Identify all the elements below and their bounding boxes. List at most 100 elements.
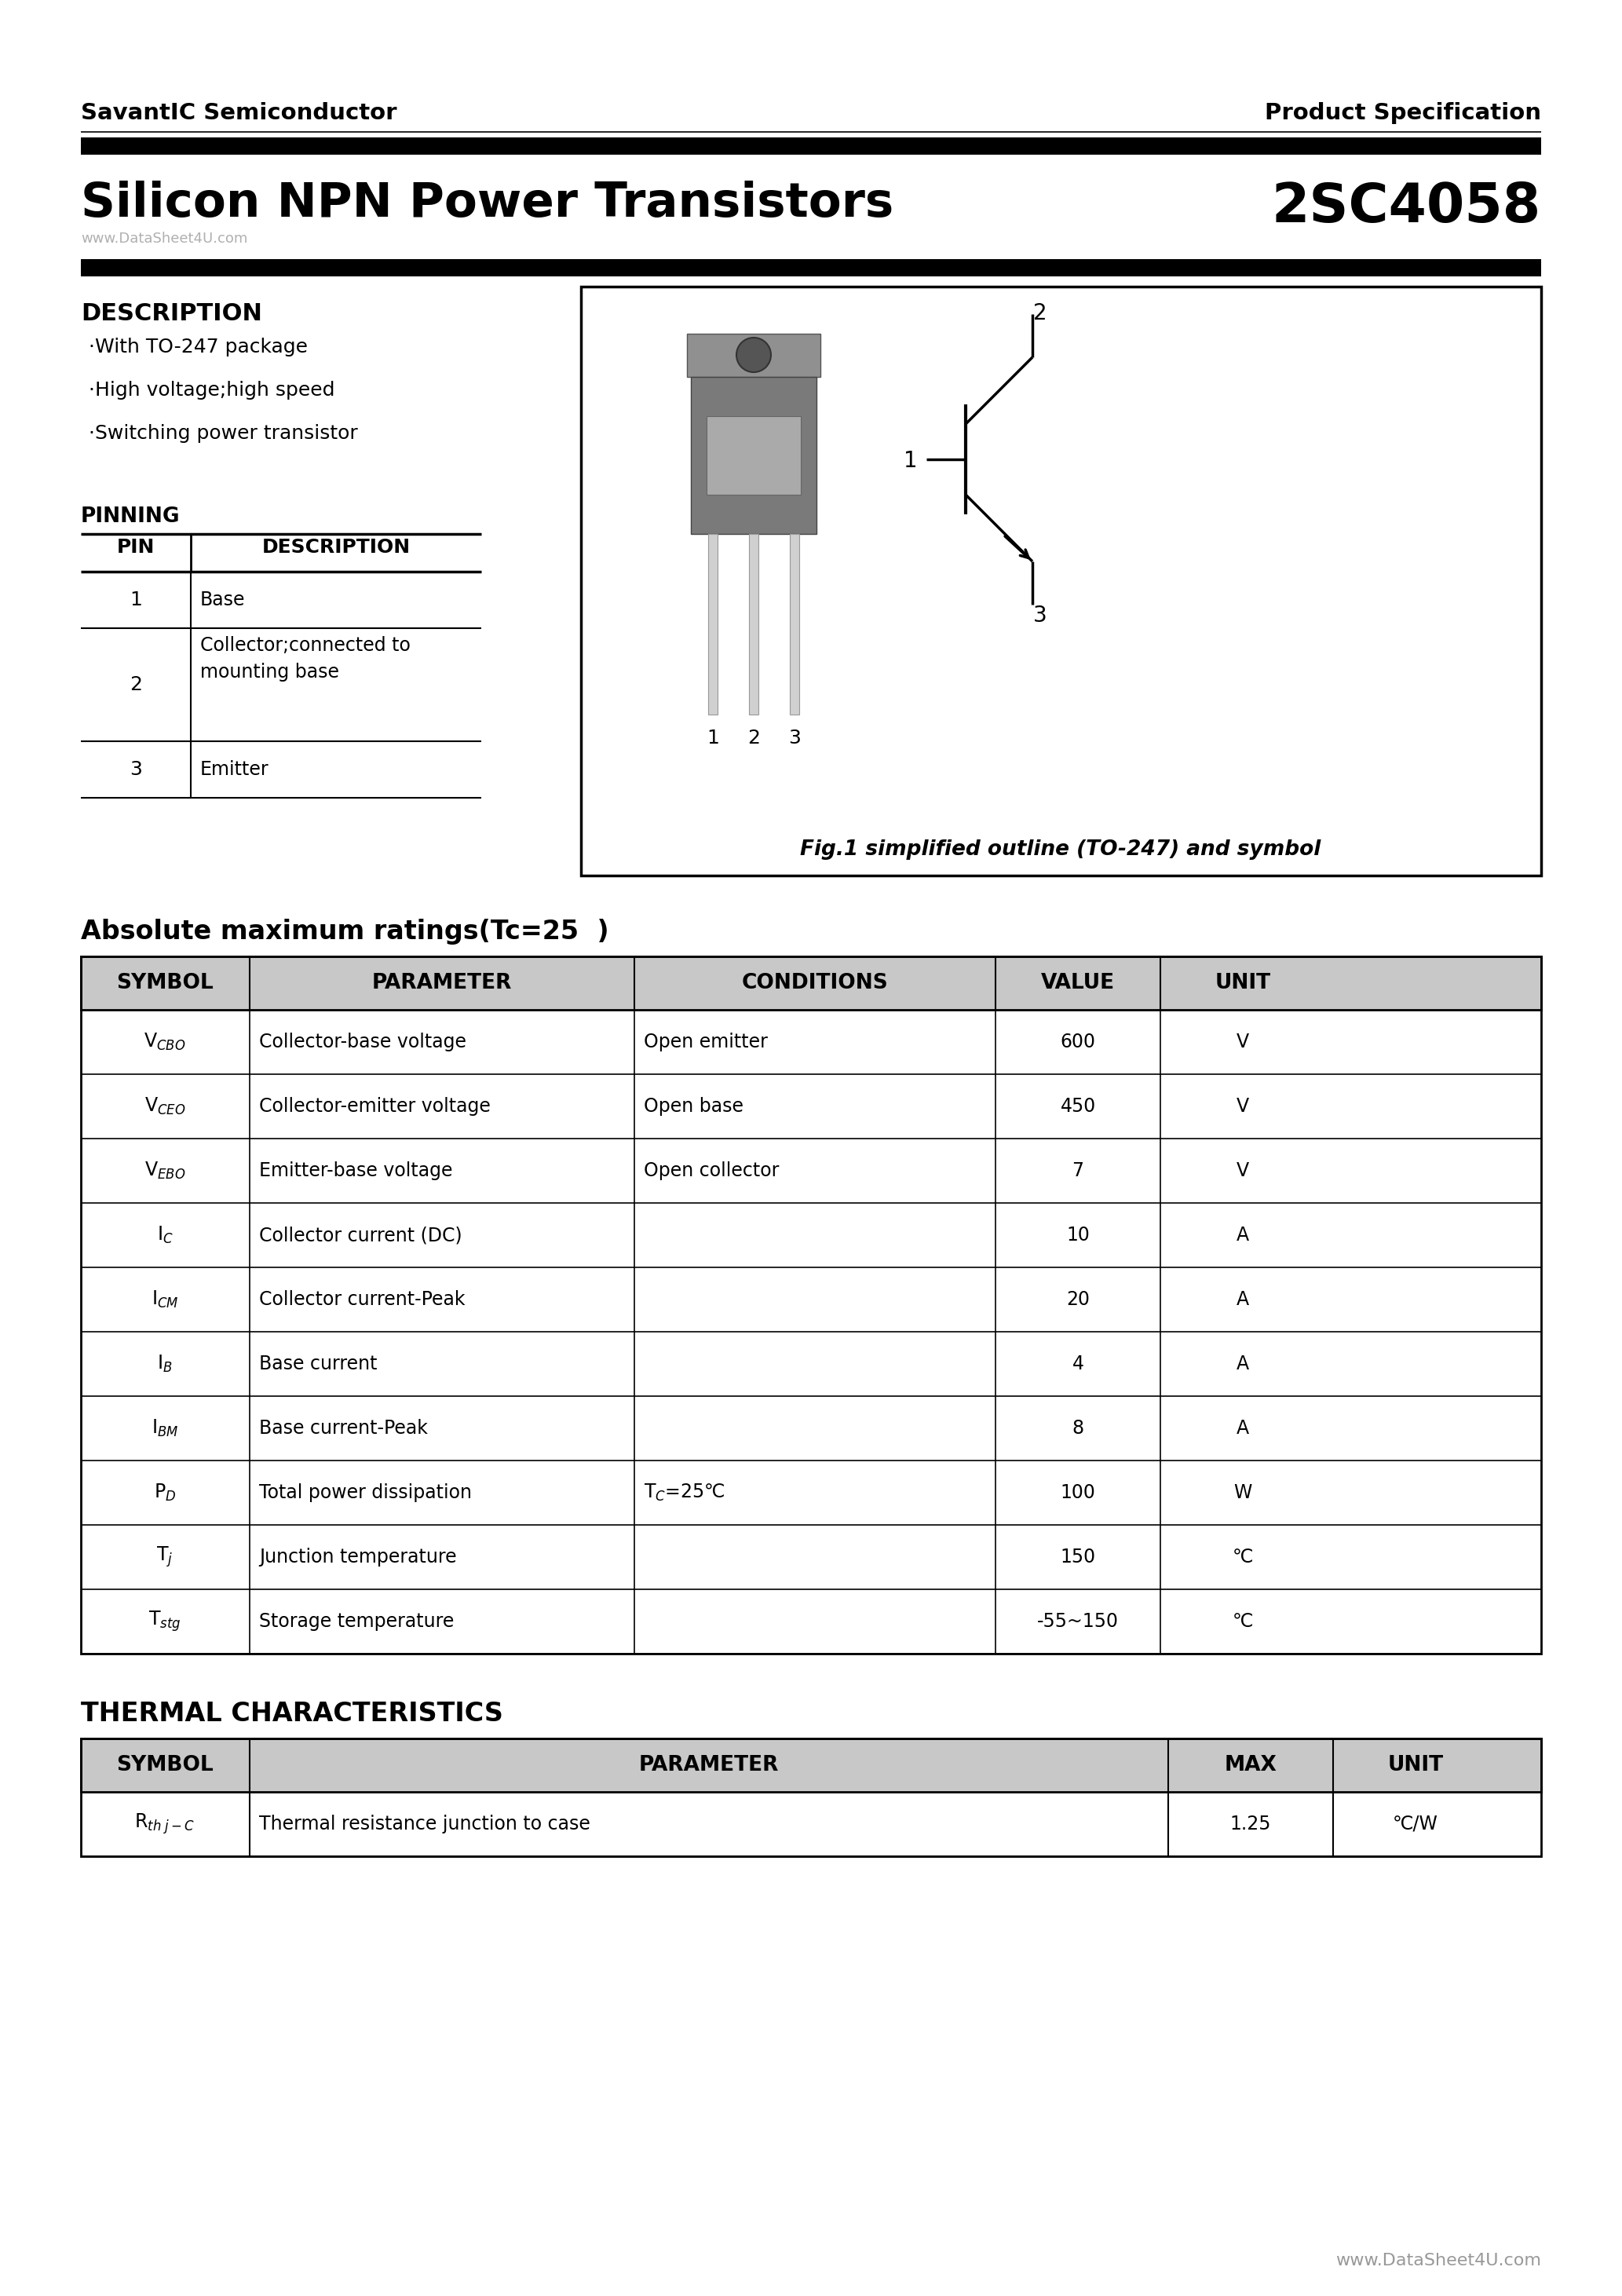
Text: PINNING: PINNING <box>81 507 180 526</box>
Bar <box>790 535 800 714</box>
Text: T$_{stg}$: T$_{stg}$ <box>149 1609 182 1632</box>
Bar <box>81 138 1541 154</box>
Text: UNIT: UNIT <box>1215 974 1270 994</box>
Text: 3: 3 <box>1033 604 1048 627</box>
Text: Open emitter: Open emitter <box>644 1033 767 1052</box>
Bar <box>81 957 1541 1653</box>
Text: A: A <box>1236 1419 1249 1437</box>
Text: 3: 3 <box>788 728 801 748</box>
Text: 2: 2 <box>130 675 143 693</box>
Text: Collector current (DC): Collector current (DC) <box>260 1226 462 1244</box>
Text: I$_B$: I$_B$ <box>157 1355 172 1375</box>
Text: 1: 1 <box>707 728 719 748</box>
Bar <box>691 377 816 535</box>
Circle shape <box>736 338 770 372</box>
Text: 2: 2 <box>748 728 761 748</box>
Bar <box>81 259 1541 276</box>
Text: A: A <box>1236 1226 1249 1244</box>
Bar <box>688 333 821 377</box>
Bar <box>581 287 1541 875</box>
Text: 10: 10 <box>1066 1226 1090 1244</box>
Text: MAX: MAX <box>1225 1754 1277 1775</box>
Text: SYMBOL: SYMBOL <box>117 974 214 994</box>
Text: 20: 20 <box>1066 1290 1090 1309</box>
Text: V: V <box>1236 1162 1249 1180</box>
Text: 150: 150 <box>1061 1548 1095 1566</box>
Text: Open base: Open base <box>644 1097 743 1116</box>
Text: A: A <box>1236 1290 1249 1309</box>
Text: Absolute maximum ratings(Tc=25  ): Absolute maximum ratings(Tc=25 ) <box>81 918 608 944</box>
Text: ·Switching power transistor: ·Switching power transistor <box>89 425 358 443</box>
Text: www.DataSheet4U.com: www.DataSheet4U.com <box>81 232 248 246</box>
Text: PARAMETER: PARAMETER <box>639 1754 779 1775</box>
Text: 3: 3 <box>130 760 143 778</box>
Text: 600: 600 <box>1061 1033 1095 1052</box>
Text: 4: 4 <box>1072 1355 1083 1373</box>
Text: I$_{BM}$: I$_{BM}$ <box>151 1419 178 1440</box>
Text: P$_D$: P$_D$ <box>154 1483 177 1504</box>
Text: Storage temperature: Storage temperature <box>260 1612 454 1630</box>
Text: V: V <box>1236 1097 1249 1116</box>
Text: Thermal resistance junction to case: Thermal resistance junction to case <box>260 1814 590 1835</box>
Text: 1: 1 <box>130 590 143 608</box>
Text: ℃/W: ℃/W <box>1393 1814 1439 1835</box>
Bar <box>81 957 1541 1010</box>
Text: SavantIC Semiconductor: SavantIC Semiconductor <box>81 101 397 124</box>
Text: Base current-Peak: Base current-Peak <box>260 1419 428 1437</box>
Text: V$_{CBO}$: V$_{CBO}$ <box>144 1031 187 1052</box>
Text: Open collector: Open collector <box>644 1162 779 1180</box>
Text: Emitter: Emitter <box>200 760 269 778</box>
Text: 7: 7 <box>1072 1162 1083 1180</box>
Text: Collector-base voltage: Collector-base voltage <box>260 1033 467 1052</box>
Text: SYMBOL: SYMBOL <box>117 1754 214 1775</box>
Text: CONDITIONS: CONDITIONS <box>741 974 889 994</box>
Text: mounting base: mounting base <box>200 664 339 682</box>
Text: 2: 2 <box>1033 303 1048 324</box>
Text: ℃: ℃ <box>1233 1612 1254 1630</box>
Bar <box>707 416 801 494</box>
Text: T$_C$=25℃: T$_C$=25℃ <box>644 1483 725 1504</box>
Text: 8: 8 <box>1072 1419 1083 1437</box>
Text: PIN: PIN <box>117 537 154 556</box>
Text: UNIT: UNIT <box>1387 1754 1444 1775</box>
Text: Collector-emitter voltage: Collector-emitter voltage <box>260 1097 490 1116</box>
Bar <box>81 957 1541 1010</box>
Bar <box>709 535 717 714</box>
Text: Total power dissipation: Total power dissipation <box>260 1483 472 1502</box>
Text: Product Specification: Product Specification <box>1265 101 1541 124</box>
Text: V: V <box>1236 1033 1249 1052</box>
Text: 1: 1 <box>903 450 918 473</box>
Text: Collector;connected to: Collector;connected to <box>200 636 410 654</box>
Text: THERMAL CHARACTERISTICS: THERMAL CHARACTERISTICS <box>81 1701 503 1727</box>
Text: Silicon NPN Power Transistors: Silicon NPN Power Transistors <box>81 181 894 227</box>
Text: Emitter-base voltage: Emitter-base voltage <box>260 1162 453 1180</box>
Text: 100: 100 <box>1061 1483 1095 1502</box>
Bar <box>81 1738 1541 1855</box>
Text: ℃: ℃ <box>1233 1548 1254 1566</box>
Text: Fig.1 simplified outline (TO-247) and symbol: Fig.1 simplified outline (TO-247) and sy… <box>800 840 1320 859</box>
Text: A: A <box>1236 1355 1249 1373</box>
Text: ·High voltage;high speed: ·High voltage;high speed <box>89 381 334 400</box>
Text: Base: Base <box>200 590 245 608</box>
Bar <box>790 535 800 714</box>
Text: 2SC4058: 2SC4058 <box>1272 181 1541 234</box>
Text: I$_{CM}$: I$_{CM}$ <box>151 1290 178 1309</box>
Text: 450: 450 <box>1061 1097 1096 1116</box>
Text: 1.25: 1.25 <box>1229 1814 1272 1835</box>
Text: R$_{th\ j-C}$: R$_{th\ j-C}$ <box>135 1812 195 1837</box>
Text: PARAMETER: PARAMETER <box>371 974 513 994</box>
Text: -55~150: -55~150 <box>1036 1612 1119 1630</box>
Text: ·With TO-247 package: ·With TO-247 package <box>89 338 308 356</box>
Text: Collector current-Peak: Collector current-Peak <box>260 1290 466 1309</box>
Bar <box>81 1738 1541 1791</box>
Bar <box>81 1738 1541 1791</box>
Bar <box>749 535 759 714</box>
Bar <box>691 377 816 535</box>
Text: VALUE: VALUE <box>1041 974 1114 994</box>
Bar <box>709 535 717 714</box>
Text: T$_j$: T$_j$ <box>157 1545 174 1568</box>
Bar <box>688 333 821 377</box>
Text: V$_{EBO}$: V$_{EBO}$ <box>144 1159 185 1180</box>
Text: W: W <box>1234 1483 1252 1502</box>
Text: Junction temperature: Junction temperature <box>260 1548 457 1566</box>
